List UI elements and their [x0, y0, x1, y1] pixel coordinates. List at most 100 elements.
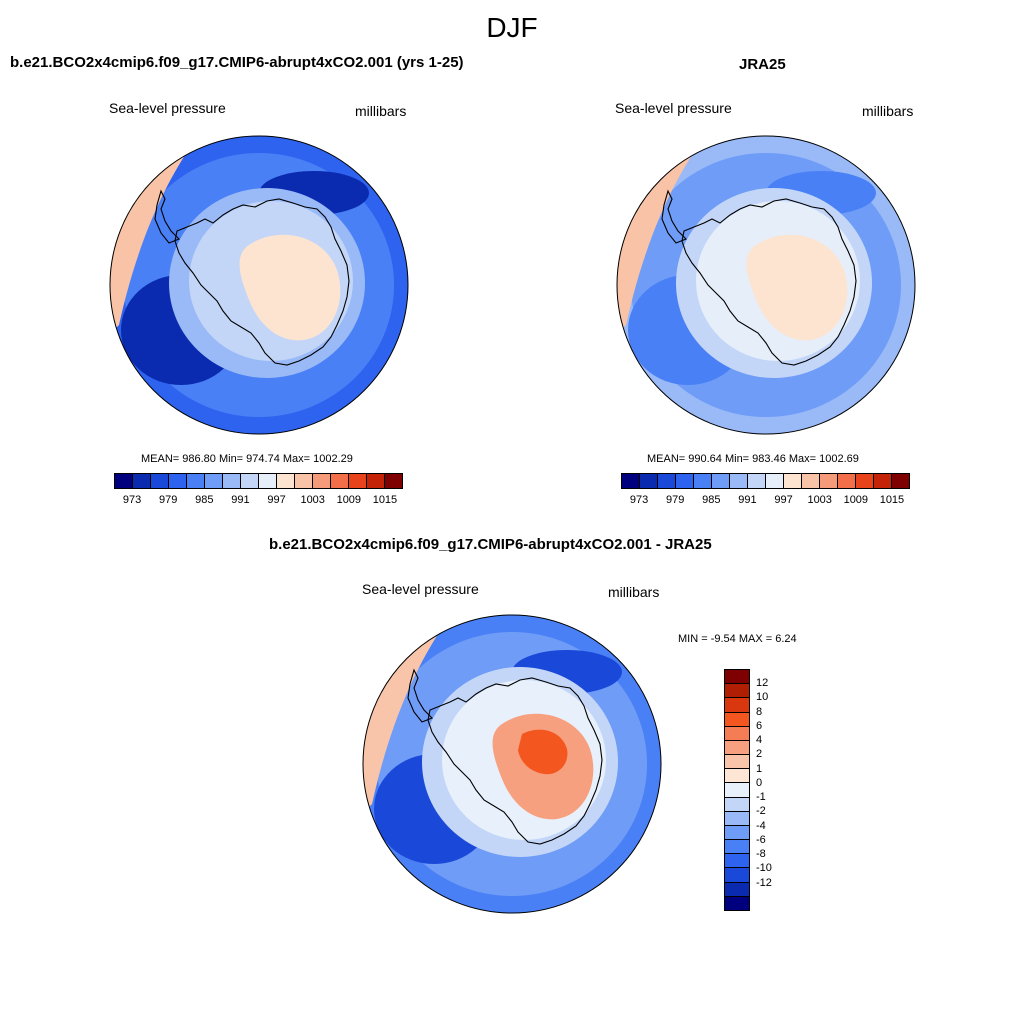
colorbar-swatch	[838, 474, 856, 488]
colorbar-swatch	[725, 670, 749, 685]
colorbar-tick-label: -8	[756, 848, 766, 861]
colorbar-tick-label: -1	[756, 791, 766, 804]
colorbar-swatch	[658, 474, 676, 488]
colorbar-ticks-obs: 973 979 985 991 997 1003 1009 1015	[621, 494, 910, 508]
colorbar-swatch	[766, 474, 784, 488]
colorbar-swatch	[725, 840, 749, 855]
stats-model: MEAN= 986.80 Min= 974.74 Max= 1002.29	[141, 453, 353, 465]
field-interior-core	[518, 729, 568, 775]
colorbar-tick-label: 979	[666, 494, 685, 506]
colorbar-tick-label: 1003	[300, 494, 325, 506]
units-label-difference: millibars	[608, 584, 660, 600]
colorbar-tick-label: 2	[756, 748, 763, 761]
colorbar-obs	[621, 473, 910, 489]
colorbar-swatch	[241, 474, 259, 488]
colorbar-swatch	[820, 474, 838, 488]
colorbar-tick-label: -4	[756, 819, 766, 832]
colorbar-tick-label: 973	[122, 494, 142, 506]
peninsula-coastline	[661, 189, 687, 244]
field-interior	[239, 234, 341, 341]
colorbar-swatch	[223, 474, 241, 488]
colorbar-swatch	[151, 474, 169, 488]
colorbar-swatch	[725, 783, 749, 798]
colorbar-tick-label: 1015	[879, 494, 905, 506]
colorbar-tick-label: 997	[267, 494, 286, 506]
colorbar-swatch	[725, 740, 749, 756]
colorbar-ticks-difference: 12 10 8 6 4 2 1 0 -1 -2 -4 -6 -8 -10 -12	[750, 669, 790, 911]
map-boundary	[616, 135, 916, 435]
map-field	[617, 136, 915, 434]
colorbar-swatch	[784, 474, 802, 488]
colorbar-tick-label: 1003	[807, 494, 832, 506]
polar-map-obs	[616, 135, 916, 435]
colorbar-tick-label: -12	[756, 876, 772, 889]
colorbar-tick-label: -2	[756, 805, 766, 818]
peninsula-coastline	[407, 668, 433, 723]
colorbar-swatch	[725, 769, 749, 784]
map-boundary	[109, 135, 409, 435]
colorbar-tick-label: 985	[195, 494, 214, 506]
colorbar-tick-label: 1009	[336, 494, 362, 506]
field-interior	[746, 234, 848, 341]
colorbar-swatch	[730, 474, 748, 488]
colorbar-swatch	[892, 474, 909, 488]
colorbar-tick-label: 4	[756, 734, 763, 747]
colorbar-swatch	[367, 474, 385, 488]
colorbar-tick-label: 12	[756, 677, 769, 690]
antarctica-coastline	[174, 198, 350, 366]
colorbar-tick-label: 10	[756, 691, 769, 704]
colorbar-swatch	[259, 474, 277, 488]
left-label-obs: Sea-level pressure	[615, 100, 732, 116]
polar-map-model	[109, 135, 409, 435]
panel-title-obs: JRA25	[739, 56, 786, 73]
colorbar-swatch	[725, 698, 749, 713]
colorbar-tick-label: 1015	[372, 494, 398, 506]
stats-obs: MEAN= 990.64 Min= 983.46 Max= 1002.69	[647, 453, 859, 465]
colorbar-swatch	[115, 474, 133, 488]
colorbar-swatch	[725, 882, 749, 897]
left-label-model: Sea-level pressure	[109, 100, 226, 116]
colorbar-swatch	[748, 474, 766, 488]
colorbar-tick-label: 979	[159, 494, 178, 506]
antarctica-coastline	[427, 677, 603, 845]
colorbar-swatch	[640, 474, 658, 488]
colorbar-tick-label: 985	[702, 494, 721, 506]
colorbar-tick-label: 6	[756, 719, 763, 732]
colorbar-swatch	[277, 474, 295, 488]
colorbar-swatch	[712, 474, 730, 488]
colorbar-swatch	[725, 726, 749, 741]
colorbar-swatch	[331, 474, 349, 488]
left-label-difference: Sea-level pressure	[362, 581, 479, 597]
colorbar-swatch	[725, 896, 749, 910]
colorbar-swatch	[676, 474, 694, 488]
colorbar-swatch	[313, 474, 331, 488]
colorbar-tick-label: -10	[756, 862, 772, 875]
colorbar-swatch	[295, 474, 313, 488]
colorbar-swatch	[133, 474, 151, 488]
map-field	[110, 136, 408, 434]
colorbar-tick-label: -6	[756, 833, 766, 846]
colorbar-tick-label: 991	[738, 494, 757, 506]
antarctica-coastline	[681, 198, 857, 366]
colorbar-tick-label: 1009	[843, 494, 869, 506]
colorbar-model	[114, 473, 403, 489]
colorbar-swatch	[725, 811, 749, 826]
colorbar-swatch	[622, 474, 640, 488]
colorbar-swatch	[694, 474, 712, 488]
units-label-obs: millibars	[862, 103, 914, 119]
colorbar-swatch	[725, 684, 749, 699]
colorbar-swatch	[802, 474, 820, 488]
figure-title: DJF	[486, 12, 538, 43]
panel-title-difference: b.e21.BCO2x4cmip6.f09_g17.CMIP6-abrupt4x…	[269, 536, 712, 553]
units-label-model: millibars	[355, 103, 407, 119]
colorbar-swatch	[169, 474, 187, 488]
colorbar-swatch	[205, 474, 223, 488]
colorbar-swatch	[856, 474, 874, 488]
colorbar-swatch	[725, 755, 749, 770]
colorbar-ticks-model: 973 979 985 991 997 1003 1009 1015	[114, 494, 403, 508]
colorbar-tick-label: 973	[629, 494, 649, 506]
map-field	[363, 615, 661, 913]
colorbar-difference	[724, 669, 750, 911]
polar-map-difference	[362, 614, 662, 914]
peninsula-coastline	[154, 189, 180, 244]
